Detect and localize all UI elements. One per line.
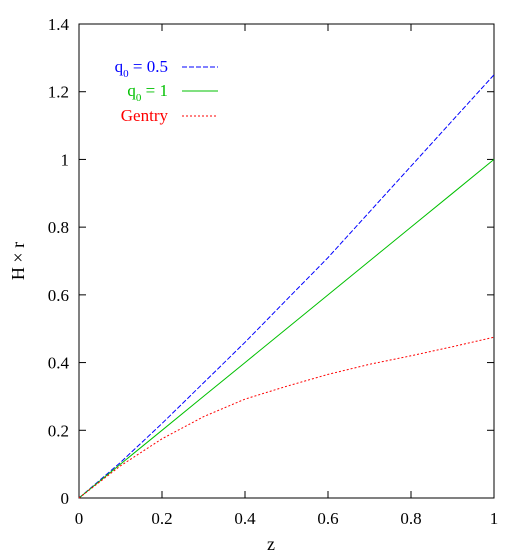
legend-label-base: Gentry bbox=[121, 106, 169, 125]
y-tick-label: 0.2 bbox=[48, 421, 69, 440]
legend-label-subscript: 0 bbox=[123, 68, 129, 80]
series-line-1 bbox=[78, 159, 495, 499]
series-lines bbox=[78, 74, 495, 499]
y-tick-label: 1.4 bbox=[48, 15, 70, 34]
y-tick-label: 1 bbox=[61, 150, 70, 169]
x-tick-label: 0.8 bbox=[400, 509, 421, 528]
legend-label-subscript: 0 bbox=[136, 92, 142, 104]
legend-entry-label: q0 = 1 bbox=[127, 81, 168, 104]
legend-entry-label: q0 = 0.5 bbox=[115, 57, 168, 80]
legend-label-rest: = 1 bbox=[141, 81, 168, 100]
series-line-2 bbox=[78, 336, 495, 499]
y-tick-label: 1.2 bbox=[48, 83, 69, 102]
legend-label-rest: = 0.5 bbox=[129, 57, 168, 76]
x-tick-label: 0.4 bbox=[234, 509, 256, 528]
x-tick-label: 0 bbox=[75, 509, 84, 528]
x-tick-label: 0.2 bbox=[151, 509, 172, 528]
legend-entry-label: Gentry bbox=[121, 106, 169, 125]
y-tick-label: 0.6 bbox=[48, 286, 69, 305]
tick-labels: 0 0.2 0.4 0.6 0.8 1 0 0.2 0.4 0.6 0.8 1 1.2 1.4 bbox=[48, 15, 499, 528]
series-line-0 bbox=[78, 74, 495, 499]
y-tick-label: 0.4 bbox=[48, 354, 70, 373]
plot-frame bbox=[78, 23, 495, 499]
x-axis-label: z bbox=[267, 534, 275, 554]
y-tick-label: 0 bbox=[61, 489, 70, 508]
legend-label-base: q bbox=[127, 81, 136, 100]
y-tick-label: 0.8 bbox=[48, 218, 69, 237]
x-tick-label: 0.6 bbox=[317, 509, 338, 528]
y-axis-label: H × r bbox=[8, 242, 28, 280]
x-tick-label: 1 bbox=[490, 509, 499, 528]
legend-label-base: q bbox=[115, 57, 124, 76]
axis-ticks bbox=[78, 23, 495, 499]
